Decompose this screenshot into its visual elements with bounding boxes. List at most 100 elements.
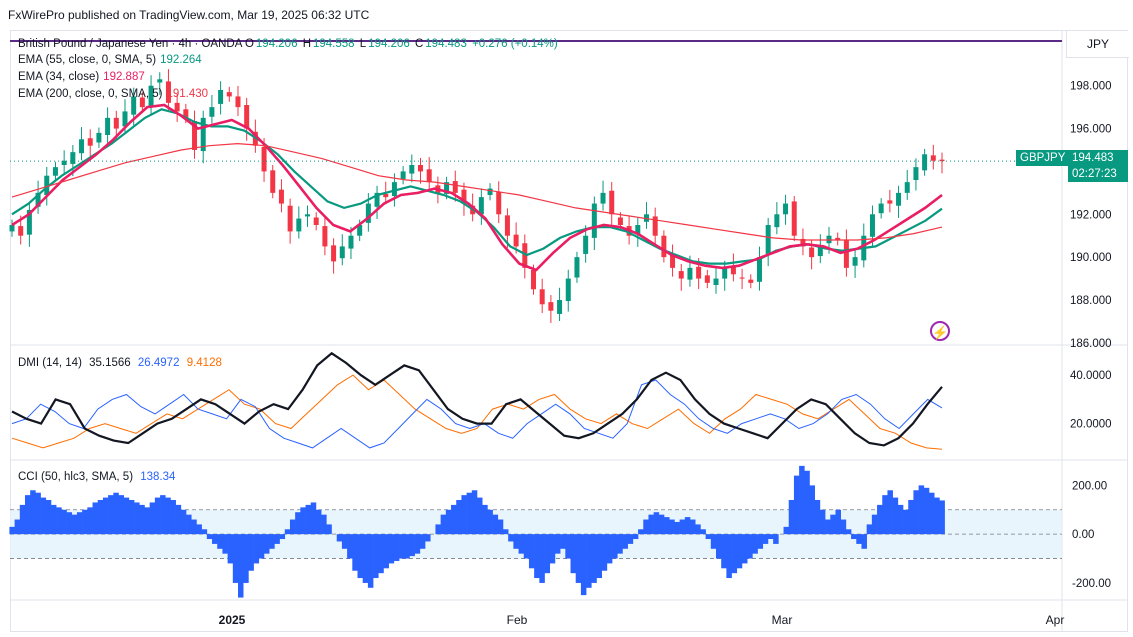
candle-body [96, 132, 102, 143]
candle-body [444, 182, 450, 194]
cci-bar [149, 502, 156, 535]
cci-bar [851, 534, 857, 540]
cci-bar [617, 534, 623, 554]
cci-bar [440, 514, 447, 535]
cci-bar [814, 500, 821, 535]
ema55-legend[interactable]: EMA (55, close, 0, SMA, 5) 192.264 [18, 52, 202, 69]
cci-bar [482, 504, 488, 535]
chart-frame [10, 30, 1128, 632]
cci-bar [871, 514, 878, 535]
cci-bar [217, 534, 223, 549]
cci-bar [575, 534, 582, 583]
cci-bar [710, 534, 717, 549]
cci-bar [461, 495, 467, 535]
cci-bar [399, 534, 405, 559]
cci-bar [362, 534, 369, 583]
candle-body [652, 216, 658, 236]
cci-bar [274, 534, 280, 544]
candle-body [756, 257, 762, 282]
cci-bar [606, 534, 613, 564]
cci-bar [861, 534, 867, 549]
cci-bar [61, 509, 67, 535]
cci-bar [528, 534, 535, 569]
cci-bar [206, 534, 213, 540]
cci-bar [253, 534, 260, 564]
cci-bar [71, 514, 78, 535]
cci-bar [934, 497, 940, 535]
low-value: 194.206 [368, 38, 410, 50]
cci-bar [123, 497, 130, 535]
candle-body [713, 278, 719, 285]
cci-bar [897, 504, 904, 535]
cci-bar [658, 514, 665, 535]
cci-bar [825, 519, 831, 535]
candle-body [418, 165, 424, 172]
ema34-value: 192.887 [103, 71, 145, 83]
lightning-icon[interactable]: ⚡ [930, 321, 950, 341]
cci-bar [939, 500, 945, 535]
cci-bar [134, 502, 140, 535]
price-tick-label: 196.000 [1070, 124, 1112, 136]
cci-bar [139, 504, 145, 535]
candle-body [322, 226, 328, 247]
cci-bar [300, 507, 306, 535]
ema200-legend[interactable]: EMA (200, close, 0, SMA, 5) 191.430 [18, 86, 208, 103]
cci-bar [425, 534, 431, 542]
candle-body [87, 138, 93, 146]
cci-bar [383, 534, 389, 569]
low-label: L [359, 38, 367, 50]
cci-legend[interactable]: CCI (50, hlc3, SMA, 5) 138.34 [18, 469, 175, 486]
candle-body [348, 235, 354, 249]
cci-bar [830, 514, 836, 535]
ohlc-values: O 194.206 H 194.558 L 194.206 C 194.483 +0.2… [245, 38, 560, 50]
cci-bar [731, 534, 738, 574]
cci-bar [721, 534, 727, 569]
candle-body [305, 214, 311, 217]
cci-bar [715, 534, 722, 559]
cci-bar [544, 534, 551, 574]
cci-bar [191, 519, 197, 535]
ema200-label: EMA (200, close, 0, SMA, 5) [18, 88, 163, 100]
cci-bar [726, 534, 732, 579]
dmi-adx-value: 35.1566 [89, 357, 131, 369]
cci-bar [24, 495, 31, 535]
cci-bar [788, 500, 795, 535]
price-tick-label: 198.000 [1070, 81, 1112, 93]
cci-bar [352, 534, 358, 571]
countdown-badge: 02:27:23 [1068, 166, 1128, 182]
cci-bar [160, 495, 166, 535]
candle-body [548, 302, 554, 311]
candle-body [331, 245, 337, 262]
cci-bar [30, 490, 36, 535]
cci-bar [222, 534, 228, 554]
cci-bar [269, 534, 275, 549]
cci-bar [653, 512, 660, 535]
cci-bar [638, 529, 644, 535]
open-value: 194.206 [255, 38, 298, 50]
candle-body [452, 181, 458, 193]
change-value: +0.276 (+0.14%) [472, 38, 558, 50]
candle-body [278, 189, 284, 204]
cci-bar [347, 534, 353, 559]
cci-bar [913, 490, 919, 535]
currency-button[interactable]: JPY [1066, 31, 1129, 58]
candle-body [661, 235, 667, 258]
candle-body [852, 257, 858, 266]
candle-body [287, 205, 293, 232]
candle-body [530, 270, 536, 290]
dmi-plus-di-line [11, 379, 943, 449]
cci-bar [113, 492, 119, 535]
candle-body [522, 243, 528, 268]
dmi-legend[interactable]: DMI (14, 14) 35.1566 26.4972 9.4128 [18, 355, 222, 372]
ema34-legend[interactable]: EMA (34, close) 192.887 [18, 69, 145, 86]
cci-bar [388, 534, 395, 564]
cci-bar [554, 534, 561, 554]
cci-bar [451, 504, 457, 535]
candle-body [739, 277, 745, 279]
cci-bar [378, 534, 384, 574]
cci-bar [212, 534, 218, 544]
symbol-title[interactable]: British Pound / Japanese Yen · 4h · OAND… [18, 38, 242, 50]
candle-body [887, 200, 893, 204]
cci-bar [622, 534, 628, 549]
candle-body [748, 279, 754, 283]
